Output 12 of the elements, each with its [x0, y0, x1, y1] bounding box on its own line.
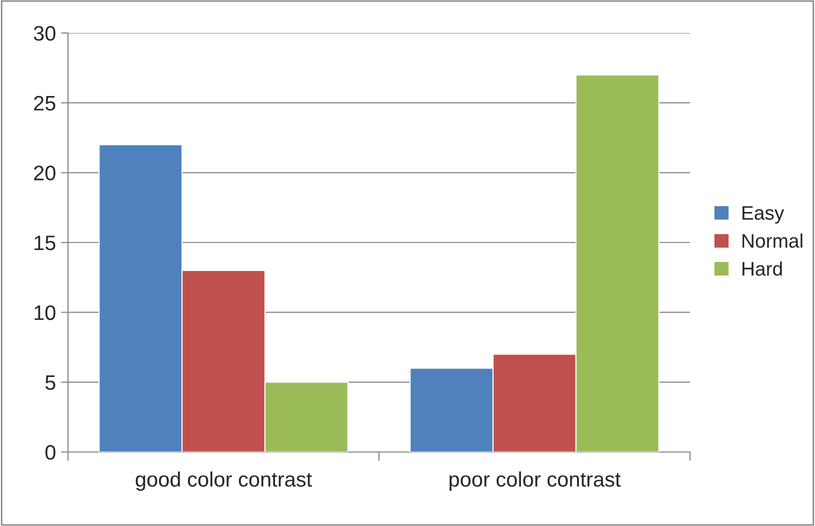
- x-tick-label: good color contrast: [136, 471, 312, 491]
- y-tick-label: 15: [34, 236, 56, 250]
- y-tick-label: 5: [45, 375, 56, 390]
- y-tick-label: 30: [34, 26, 56, 41]
- y-tick-label: 20: [34, 166, 56, 180]
- legend-label: Hard: [742, 261, 782, 276]
- legend-label: Normal: [742, 233, 802, 248]
- legend-label: Easy: [742, 206, 784, 224]
- y-tick-label: 10: [34, 305, 56, 320]
- x-tick-label: poor color contrast: [450, 471, 621, 491]
- y-tick-label: 0: [45, 445, 56, 460]
- y-tick-label: 25: [34, 96, 56, 111]
